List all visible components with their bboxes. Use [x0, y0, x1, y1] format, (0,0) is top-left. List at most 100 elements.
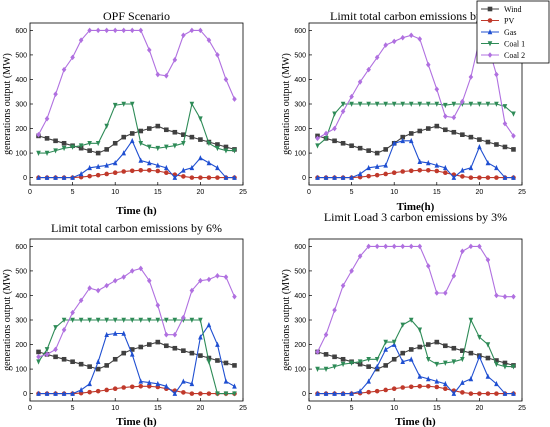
- data-point: [443, 170, 448, 176]
- data-point: [215, 358, 220, 363]
- data-point: [206, 160, 212, 166]
- x-tick-label: 25: [239, 189, 247, 196]
- data-point: [357, 79, 363, 85]
- data-point: [340, 356, 346, 362]
- data-point: [383, 42, 388, 48]
- y-tick-label: 600: [15, 28, 27, 35]
- data-point: [104, 27, 109, 34]
- y-tick-label: 100: [15, 367, 27, 374]
- data-point: [332, 390, 337, 396]
- data-point: [366, 389, 371, 395]
- data-point: [408, 168, 414, 174]
- data-point: [425, 263, 431, 269]
- data-point: [172, 331, 178, 338]
- legend-label: Wind: [504, 5, 521, 14]
- series-line: [317, 343, 514, 395]
- data-point: [155, 302, 161, 309]
- data-point: [460, 132, 465, 137]
- data-point: [443, 290, 448, 296]
- data-point: [434, 123, 440, 129]
- data-point: [383, 162, 388, 168]
- data-point: [391, 386, 397, 392]
- data-point: [468, 243, 474, 250]
- data-point: [198, 155, 203, 161]
- plot-area: [308, 238, 523, 402]
- data-point: [349, 360, 354, 366]
- data-point: [104, 147, 109, 152]
- data-point: [146, 317, 152, 323]
- data-point: [181, 140, 186, 147]
- series-coal-2: [36, 27, 237, 138]
- data-point: [104, 123, 109, 129]
- data-point: [53, 138, 58, 144]
- data-point: [366, 173, 371, 179]
- data-point: [494, 142, 499, 147]
- data-point: [121, 169, 127, 174]
- data-point: [434, 290, 440, 296]
- data-point: [87, 140, 92, 147]
- data-point: [44, 351, 50, 358]
- data-point: [232, 96, 237, 102]
- data-point: [198, 277, 203, 284]
- data-point: [425, 160, 431, 166]
- data-point: [434, 168, 440, 174]
- data-point: [95, 27, 101, 34]
- data-point: [323, 390, 329, 396]
- data-point: [138, 317, 144, 323]
- data-point: [181, 314, 186, 321]
- data-point: [391, 140, 397, 146]
- data-point: [400, 322, 406, 328]
- data-point: [434, 101, 440, 107]
- data-point: [112, 356, 118, 362]
- data-point: [129, 137, 135, 144]
- data-point: [366, 148, 371, 153]
- chart-panel-3: 0 100 200 300 400 500 600 0 5 10 15 20 25 Limit total…: [2, 221, 247, 427]
- data-point: [477, 144, 482, 150]
- data-point: [129, 347, 135, 352]
- data-point: [232, 174, 237, 180]
- data-point: [232, 293, 237, 300]
- data-point: [78, 143, 84, 149]
- data-point: [443, 127, 448, 133]
- plot-area: [29, 22, 244, 186]
- data-point: [349, 93, 354, 100]
- data-point: [468, 101, 474, 107]
- data-point: [485, 355, 491, 361]
- data-point: [104, 363, 109, 368]
- data-point: [374, 163, 380, 169]
- y-tick-label: 400: [294, 293, 306, 300]
- legend-label: PV: [504, 17, 514, 26]
- data-point: [36, 390, 41, 396]
- data-point: [138, 128, 144, 134]
- data-point: [53, 91, 58, 97]
- data-point: [332, 111, 337, 117]
- data-point: [451, 390, 457, 396]
- data-point: [349, 390, 354, 396]
- series-line: [317, 125, 514, 154]
- data-point: [112, 317, 118, 323]
- data-point: [164, 164, 169, 171]
- data-point: [44, 115, 50, 122]
- data-point: [408, 243, 414, 250]
- data-point: [189, 317, 195, 323]
- data-point: [206, 37, 212, 43]
- data-point: [61, 317, 67, 323]
- data-point: [121, 274, 127, 280]
- data-point: [155, 71, 161, 78]
- data-point: [391, 38, 397, 45]
- data-point: [172, 390, 178, 396]
- y-tick-label: 300: [15, 102, 27, 109]
- data-point: [383, 339, 388, 345]
- data-point: [155, 145, 161, 152]
- legend-marker: [487, 18, 493, 23]
- data-point: [155, 168, 161, 174]
- data-point: [112, 277, 118, 284]
- y-tick-label: 200: [15, 342, 27, 349]
- x-axis-label: Time(h): [397, 201, 435, 213]
- data-point: [172, 317, 178, 323]
- y-tick-label: 400: [15, 293, 27, 300]
- data-point: [425, 167, 431, 173]
- data-point: [129, 27, 135, 34]
- data-point: [138, 157, 144, 163]
